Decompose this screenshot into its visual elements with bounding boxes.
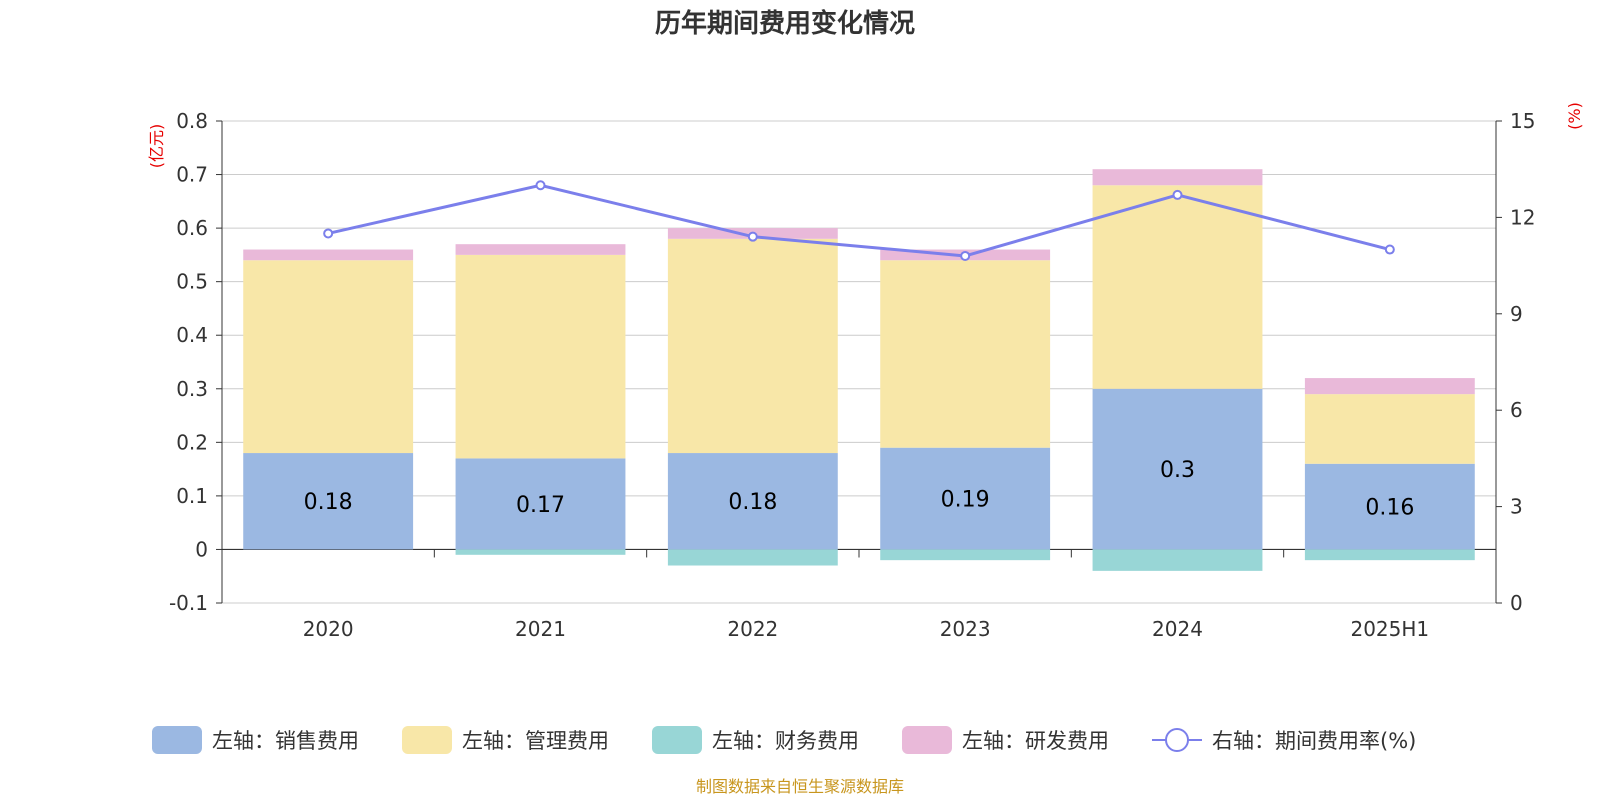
- bar-segment: [1092, 388, 1263, 550]
- chart-title: 历年期间费用变化情况: [655, 8, 915, 39]
- legend-swatch: [902, 726, 952, 754]
- data-label: 0.3: [1160, 458, 1195, 483]
- bar-segment: [1304, 378, 1475, 395]
- x-tick-label: 2021: [515, 617, 566, 641]
- x-tick-label: 2025H1: [1350, 617, 1429, 641]
- bar-segment: [455, 254, 626, 459]
- legend-label: 左轴：财务费用: [712, 729, 859, 753]
- legend-marker: [1165, 728, 1189, 752]
- rate-line-path: [327, 183, 1391, 258]
- bar-segment: [1092, 549, 1263, 571]
- source-note: 制图数据来自恒生聚源数据库: [696, 777, 904, 796]
- legend-label: 左轴：研发费用: [962, 729, 1109, 753]
- bar-segment: [1092, 169, 1263, 186]
- bar-segment: [1304, 463, 1475, 550]
- bars: [243, 169, 1475, 571]
- left-tick-label: 0: [195, 537, 208, 561]
- legend: 左轴：销售费用 左轴：管理费用 左轴：财务费用 左轴：研发费用 右轴：期间费用率(%): [152, 726, 1416, 754]
- data-label: 0.16: [1365, 496, 1414, 521]
- legend-label: 右轴：期间费用率(%): [1212, 729, 1416, 753]
- left-tick-label: 0.2: [176, 430, 208, 454]
- legend-swatch: [152, 726, 202, 754]
- bar-segment: [667, 453, 838, 550]
- legend-label: 左轴：销售费用: [212, 729, 359, 753]
- x-tick-label: 2022: [727, 617, 778, 641]
- left-tick-label: 0.3: [176, 377, 208, 401]
- x-tick-label: 2024: [1152, 617, 1203, 641]
- bar-segment: [667, 549, 838, 566]
- x-tick-label: 2023: [940, 617, 991, 641]
- bar-segment: [243, 249, 414, 261]
- left-tick-label: 0.7: [176, 163, 208, 187]
- bar-segment: [667, 238, 838, 454]
- bar-segment: [243, 260, 414, 454]
- data-label: 0.18: [304, 490, 353, 515]
- axes: -0.1 0 0.1 0.2 0.3 0.4 0.5 0.6 0.7 0.8 0 3 6 9 12 15 202…: [169, 109, 1535, 641]
- rate-point: [535, 180, 546, 191]
- bar-segment: [455, 549, 626, 555]
- rate-point: [960, 250, 971, 261]
- rate-point: [747, 231, 758, 242]
- left-axis-unit: (亿元): [147, 124, 166, 169]
- legend-swatch: [402, 726, 452, 754]
- left-tick-label: 0.5: [176, 270, 208, 294]
- bar-segment: [880, 549, 1051, 561]
- right-axis-unit: (%): [1565, 102, 1584, 130]
- right-tick-label: 9: [1510, 302, 1523, 326]
- rate-point: [323, 228, 334, 239]
- legend-label: 左轴：管理费用: [462, 729, 609, 753]
- data-labels: 0.18 0.17 0.18 0.19 0.3 0.16: [304, 458, 1415, 520]
- left-tick-label: 0.6: [176, 216, 208, 240]
- bar-segment: [455, 458, 626, 550]
- bar-segment: [1304, 394, 1475, 464]
- legend-swatch: [652, 726, 702, 754]
- left-tick-label: 0.8: [176, 109, 208, 133]
- left-tick-label: 0.4: [176, 323, 208, 347]
- right-tick-label: 15: [1510, 109, 1535, 133]
- rate-point: [1384, 244, 1395, 255]
- data-label: 0.17: [516, 493, 565, 518]
- data-label: 0.18: [728, 490, 777, 515]
- right-tick-label: 12: [1510, 205, 1535, 229]
- right-tick-label: 3: [1510, 495, 1523, 519]
- bar-segment: [1304, 549, 1475, 561]
- bar-segment: [1092, 185, 1263, 389]
- bar-segment: [455, 244, 626, 255]
- left-tick-label: 0.1: [176, 484, 208, 508]
- left-tick-label: -0.1: [169, 591, 208, 615]
- bar-segment: [243, 453, 414, 550]
- rate-point: [1172, 189, 1183, 200]
- rate-line: [323, 180, 1395, 261]
- right-tick-label: 6: [1510, 398, 1523, 422]
- bar-segment: [880, 260, 1051, 448]
- bar-segment: [880, 447, 1051, 550]
- x-tick-label: 2020: [303, 617, 354, 641]
- right-tick-label: 0: [1510, 591, 1523, 615]
- data-label: 0.19: [941, 488, 990, 513]
